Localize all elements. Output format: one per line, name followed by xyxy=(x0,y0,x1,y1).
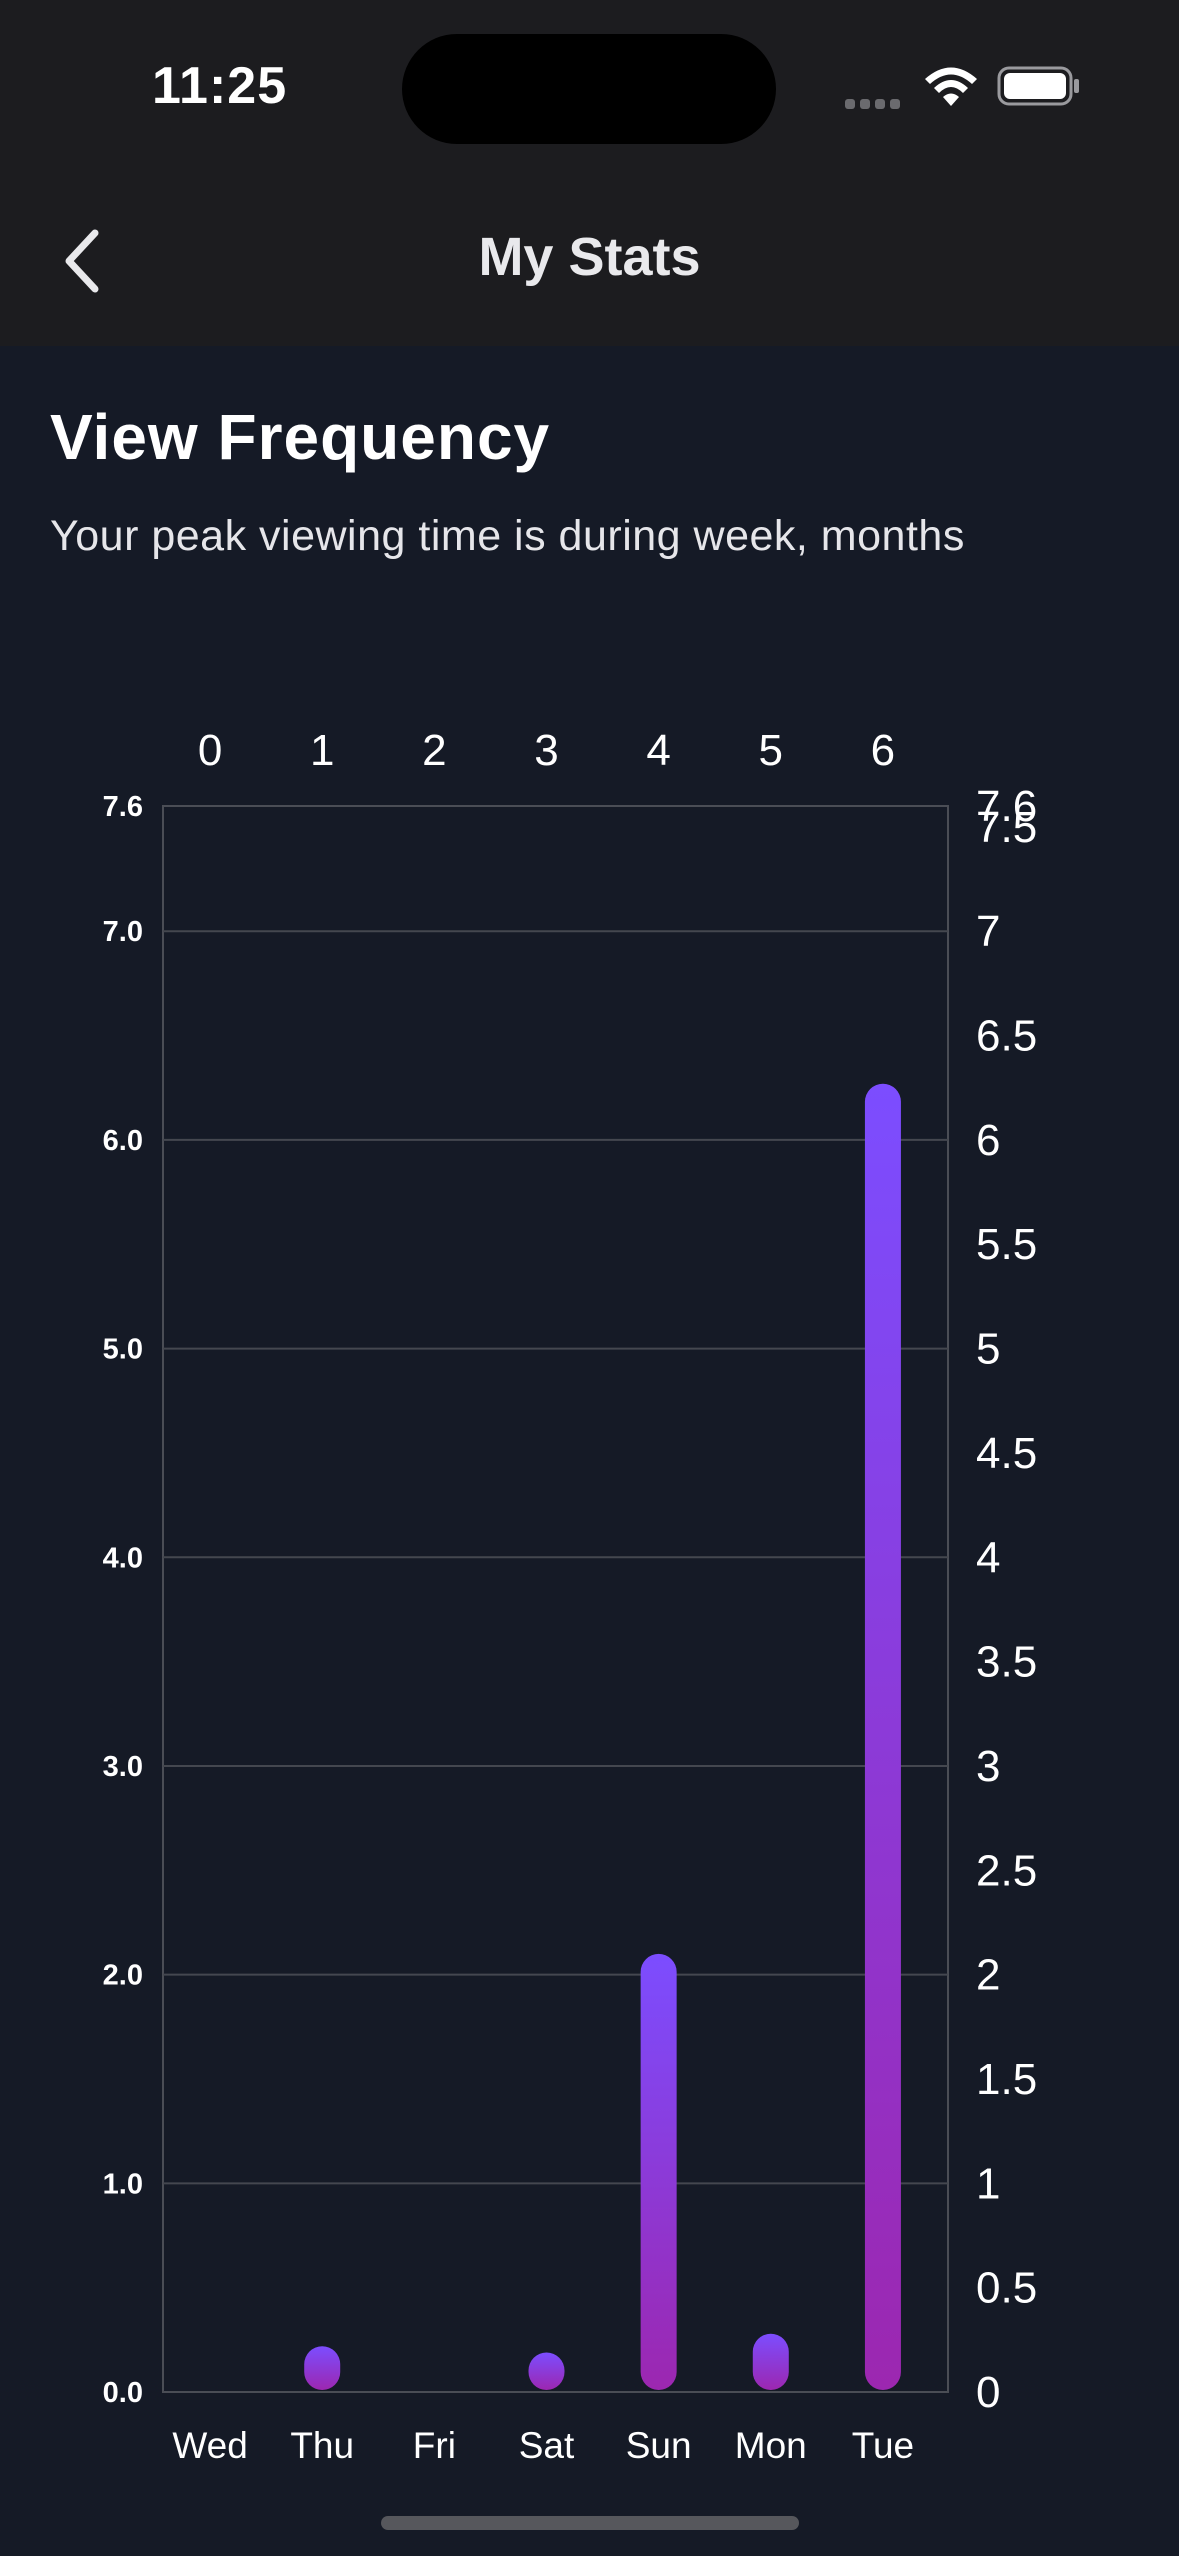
left-axis-tick-label: 5.0 xyxy=(103,1334,143,1366)
nav-bar: 11:25 My Stats xyxy=(0,0,1179,346)
left-axis-tick-label: 6.0 xyxy=(103,1125,143,1157)
section-subtitle: Your peak viewing time is during week, m… xyxy=(50,512,965,560)
left-axis-tick-label: 7.6 xyxy=(103,791,143,823)
right-axis-tick-label: 7.6 xyxy=(976,782,1037,831)
top-axis-tick-label: 0 xyxy=(198,726,222,775)
home-indicator xyxy=(381,2516,799,2530)
category-label: Fri xyxy=(413,2425,456,2466)
right-axis-tick-label: 0.5 xyxy=(976,2264,1037,2313)
left-axis-tick-label: 0.0 xyxy=(103,2377,143,2409)
category-label: Mon xyxy=(735,2425,807,2466)
bar-tue[interactable] xyxy=(864,1083,901,2390)
category-label: Sun xyxy=(626,2425,692,2466)
top-axis-tick-label: 6 xyxy=(871,726,895,775)
right-axis-tick-label: 1.5 xyxy=(976,2055,1037,2104)
top-axis-tick-label: 1 xyxy=(310,726,334,775)
bar-sun[interactable] xyxy=(640,1953,677,2390)
cellular-signal-icon xyxy=(845,96,905,110)
category-label: Thu xyxy=(290,2425,354,2466)
right-axis-tick-label: 5.5 xyxy=(976,1220,1037,1269)
right-axis-tick-label: 2.5 xyxy=(976,1846,1037,1895)
bar-thu[interactable] xyxy=(304,2346,341,2390)
chevron-left-icon xyxy=(65,229,99,293)
back-button[interactable] xyxy=(58,226,108,296)
top-axis-tick-label: 2 xyxy=(422,726,446,775)
bar-sat[interactable] xyxy=(528,2352,565,2390)
top-axis-tick-label: 3 xyxy=(534,726,558,775)
right-axis-tick-label: 4.5 xyxy=(976,1429,1037,1478)
plot-border xyxy=(162,805,949,2393)
bar-mon[interactable] xyxy=(752,2333,789,2390)
left-axis-tick-label: 3.0 xyxy=(103,1751,143,1783)
section-title: View Frequency xyxy=(50,401,551,473)
wifi-icon xyxy=(925,67,977,106)
right-axis-tick-label: 2 xyxy=(976,1951,1000,2000)
right-axis-tick-label: 1 xyxy=(976,2159,1000,2208)
right-axis-tick-label: 5 xyxy=(976,1325,1000,1374)
right-axis-tick-label: 7.5 xyxy=(976,803,1037,852)
top-axis-tick-label: 4 xyxy=(646,726,670,775)
page-title: My Stats xyxy=(478,227,701,287)
status-time: 11:25 xyxy=(152,57,288,115)
right-axis-tick-label: 6.5 xyxy=(976,1012,1037,1061)
left-axis-tick-label: 2.0 xyxy=(103,1960,143,1992)
right-axis-tick-label: 3.5 xyxy=(976,1638,1037,1687)
top-axis-tick-label: 5 xyxy=(759,726,783,775)
category-label: Sat xyxy=(519,2425,575,2466)
battery-icon xyxy=(997,66,1079,106)
right-axis-tick-label: 6 xyxy=(976,1116,1000,1165)
right-axis-tick-label: 4 xyxy=(976,1533,1000,1582)
left-axis-tick-label: 4.0 xyxy=(103,1542,143,1574)
category-label: Wed xyxy=(172,2425,247,2466)
left-axis-tick-label: 1.0 xyxy=(103,2168,143,2200)
right-axis-tick-label: 0 xyxy=(976,2368,1000,2417)
category-label: Tue xyxy=(852,2425,914,2466)
dynamic-island xyxy=(402,34,776,144)
left-axis-tick-label: 7.0 xyxy=(103,916,143,948)
right-axis-tick-label: 3 xyxy=(976,1742,1000,1791)
right-axis-tick-label: 7 xyxy=(976,907,1000,956)
